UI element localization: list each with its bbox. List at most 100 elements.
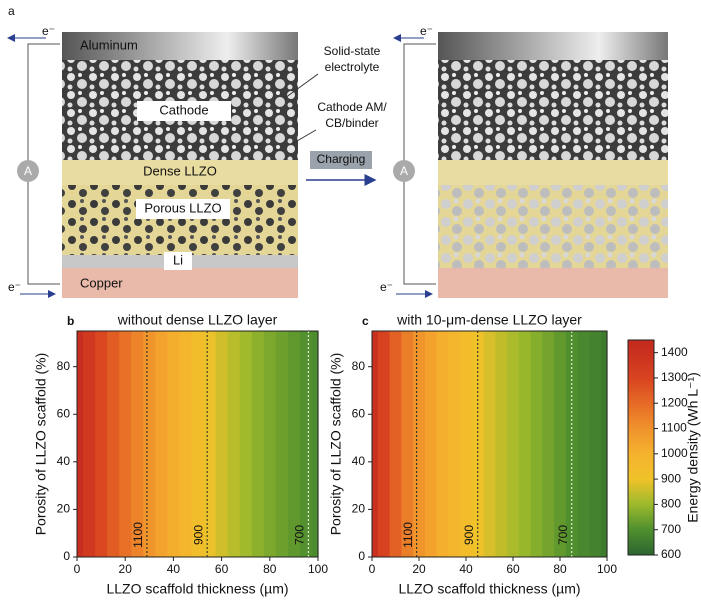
heat-cell [507, 331, 519, 557]
layer-label: Li [173, 252, 183, 267]
electron-label: e⁻ [420, 24, 433, 38]
layer-label: Copper [80, 275, 123, 290]
contour-label: 1100 [131, 522, 145, 548]
x-tick-label: 100 [597, 562, 617, 576]
y-axis-label: Porosity of LLZO scaffold (%) [328, 353, 344, 536]
callout: Cathode AM/ [317, 100, 387, 114]
heat-cell [413, 331, 425, 557]
x-tick-label: 0 [74, 562, 81, 576]
heat-cell [240, 331, 253, 557]
heat-cell [531, 331, 543, 557]
callout: Solid-state [324, 44, 381, 58]
callout: CB/binder [325, 116, 378, 130]
contour-label: 700 [556, 525, 570, 545]
heat-cell [554, 331, 566, 557]
heat-cell [288, 331, 301, 557]
ammeter-label: A [400, 164, 408, 178]
figure: a Aluminum Cathode Dense LLZO Porous LLZ… [0, 0, 701, 601]
contour-label: 700 [293, 525, 307, 545]
heat-cell [437, 331, 449, 557]
heat-cell [95, 331, 108, 557]
y-axis-label: Porosity of LLZO scaffold (%) [33, 353, 49, 536]
callout: electrolyte [325, 60, 380, 74]
colorbar-tick-label: 600 [661, 547, 681, 561]
electron-label: e⁻ [8, 280, 21, 294]
x-tick-label: 20 [119, 562, 133, 576]
y-tick-label: 60 [57, 406, 71, 420]
x-tick-label: 100 [308, 562, 328, 576]
electron-label: e⁻ [380, 280, 393, 294]
heat-cell [495, 331, 507, 557]
heat-cell [378, 331, 390, 557]
colorbar-tick-label: 900 [661, 471, 681, 485]
colorbar-tick-label: 1400 [661, 345, 688, 359]
y-tick-label: 0 [63, 549, 70, 563]
chart-title: without dense LLZO layer [117, 312, 278, 328]
y-tick-label: 20 [352, 502, 366, 516]
layer-label: Dense LLZO [143, 163, 217, 178]
y-tick-label: 40 [352, 454, 366, 468]
y-tick-label: 80 [352, 359, 366, 373]
contour-label: 900 [462, 525, 476, 545]
heat-cell [252, 331, 265, 557]
x-tick-label: 0 [369, 562, 376, 576]
panel-letter: a [8, 4, 15, 18]
heat-cell [589, 331, 601, 557]
electron-label: e⁻ [42, 24, 55, 38]
heat-cell [191, 331, 204, 557]
ammeter-label: A [24, 164, 32, 178]
y-tick-label: 20 [57, 502, 71, 516]
colorbar-tick-label: 800 [661, 497, 681, 511]
heat-cell [83, 331, 96, 557]
charts: 1100 900 700 0 20 40 60 80 100 0 20 40 60 80 LLZO scaf… [33, 312, 701, 597]
heat-cell [460, 331, 472, 557]
heat-cell [143, 331, 156, 557]
x-tick-label: 20 [412, 562, 426, 576]
page: a Aluminum Cathode Dense LLZO Porous LLZ… [0, 0, 701, 601]
heat-cell [448, 331, 460, 557]
heat-cell [372, 331, 378, 557]
heat-cell [276, 331, 289, 557]
x-tick-label: 40 [459, 562, 473, 576]
layer-label: Porous LLZO [144, 200, 221, 215]
dense-layer [438, 160, 668, 185]
heat-cell [542, 331, 554, 557]
contour-label: 1100 [401, 522, 415, 548]
aluminum-layer [438, 32, 668, 60]
heat-cell [204, 331, 217, 557]
heat-cell [179, 331, 192, 557]
porous-layer [438, 185, 668, 268]
x-axis-label: LLZO scaffold thickness (µm) [398, 581, 580, 597]
contour-label: 900 [191, 525, 205, 545]
y-tick-label: 80 [57, 359, 71, 373]
colorbar-tick-label: 700 [661, 522, 681, 536]
heat-cell [264, 331, 277, 557]
porous-layer [62, 185, 298, 255]
panel-a: a Aluminum Cathode Dense LLZO Porous LLZ… [8, 4, 668, 298]
heat-cell [119, 331, 132, 557]
heat-cell [167, 331, 180, 557]
layer-label: Cathode [159, 102, 208, 117]
heat-cell [107, 331, 120, 557]
copper-layer [438, 268, 668, 298]
x-tick-label: 60 [506, 562, 520, 576]
heat-cell [425, 331, 437, 557]
colorbar [628, 340, 654, 555]
x-tick-label: 40 [167, 562, 181, 576]
y-tick-label: 0 [358, 549, 365, 563]
heat-cell [300, 331, 313, 557]
heat-cell [155, 331, 168, 557]
heat-cell [228, 331, 241, 557]
x-tick-label: 60 [215, 562, 229, 576]
heat-cell [216, 331, 229, 557]
y-tick-label: 40 [57, 454, 71, 468]
x-tick-label: 80 [553, 562, 567, 576]
cathode-layer [438, 60, 668, 160]
panel-letter: c [362, 314, 369, 328]
chart-title: with 10-μm-dense LLZO layer [396, 312, 582, 328]
heat-cell [519, 331, 531, 557]
x-tick-label: 80 [263, 562, 277, 576]
panel-letter: b [67, 314, 74, 328]
colorbar-label: Energy density (Wh L⁻¹) [685, 372, 701, 523]
process-label: Charging [317, 152, 366, 166]
